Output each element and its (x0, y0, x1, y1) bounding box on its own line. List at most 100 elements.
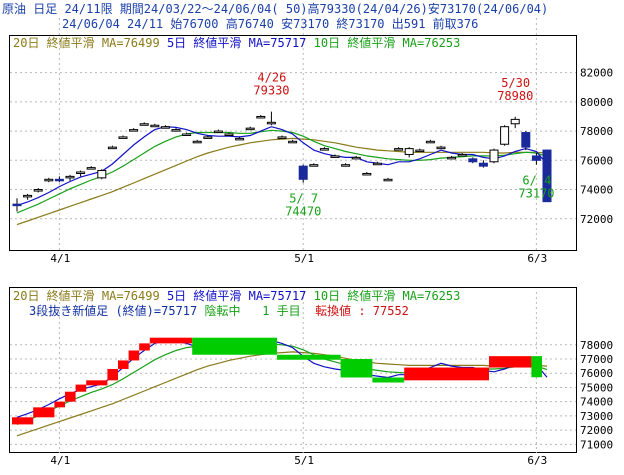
new-price-brick-up (489, 356, 532, 368)
candlestick-legend: 20日 終値平滑 MA=76499 5日 終値平滑 MA=75717 10日 終… (13, 37, 460, 50)
y-tick-label: 78000 (580, 125, 613, 138)
legend-ma5: 5日 終値平滑 MA=75717 (166, 36, 307, 50)
candle-up (76, 171, 86, 174)
kagi-reversal: 転換値 : 77552 (315, 304, 409, 318)
x-tick-label: 5/1 (294, 252, 314, 265)
y-tick-label: 74000 (580, 184, 613, 197)
candle-up (500, 126, 510, 145)
kagi-title: 3段抜き新値足 (終値)=75717 (29, 304, 198, 318)
candle-up (404, 148, 414, 155)
candle-up (510, 118, 520, 125)
candle-up (383, 178, 393, 182)
candle-up (171, 129, 181, 132)
ma20-line (16, 137, 548, 226)
new-price-brick-down (277, 354, 341, 360)
y-tick-label: 75000 (580, 381, 613, 394)
new-price-brick-up (128, 350, 140, 361)
candle-up (266, 121, 276, 125)
new-price-brick-up (86, 380, 108, 386)
candle-up (182, 133, 192, 136)
annotation-date: 6/ 4 (522, 174, 551, 188)
new-price-legend: 20日 終値平滑 MA=76499 5日 終値平滑 MA=75717 10日 終… (13, 290, 460, 303)
kagi-status: 3段抜き新値足 (終値)=75717 陰転中 1 手目 転換値 : 77552 (29, 305, 409, 318)
new-price-brick-down (531, 356, 542, 378)
candle-up (203, 136, 213, 139)
new-price-brick-up (139, 343, 150, 351)
y-tick-label: 80000 (580, 96, 613, 109)
candle-up (160, 126, 170, 129)
candle-up (351, 156, 361, 160)
annotation-price: 74470 (285, 205, 321, 219)
candle-down (468, 158, 478, 163)
candle-up (65, 175, 75, 179)
candle-up (235, 137, 245, 141)
annotation-date: 5/ 7 (289, 192, 318, 206)
candle-up (425, 140, 435, 144)
candle-up (415, 149, 425, 153)
candle-down (531, 155, 541, 161)
ma20-line-lower (16, 351, 548, 437)
y-tick-label: 74000 (580, 396, 613, 409)
new-price-brick-up (12, 417, 34, 425)
candle-down (12, 203, 22, 207)
candle-up (330, 155, 340, 158)
new-price-brick-up (75, 384, 87, 392)
legend-ma5-2: 5日 終値平滑 MA=75717 (166, 289, 307, 303)
new-price-brick-down (340, 359, 373, 378)
candle-up (436, 146, 446, 150)
new-price-brick-up (107, 368, 118, 381)
candle-up (213, 130, 223, 134)
x-tick-label: 4/1 (50, 252, 70, 265)
new-price-brick-down (372, 377, 405, 383)
y-tick-label: 77000 (580, 353, 613, 366)
candle-up (118, 136, 128, 139)
candle-down (54, 178, 64, 182)
annotation-price: 78980 (497, 89, 533, 103)
candle-up (139, 123, 149, 126)
chart-header: 原油 日足 24/11限 期間24/03/22～24/06/04( 50)高79… (0, 0, 624, 34)
candle-up (319, 148, 329, 151)
new-price-brick-up (404, 367, 489, 381)
candle-up (23, 194, 33, 198)
new-price-brick-up (54, 401, 65, 408)
x-tick-label: 6/3 (527, 252, 547, 265)
candle-up (362, 172, 372, 176)
candle-down (298, 165, 308, 180)
candle-down (521, 132, 531, 148)
candle-up (33, 189, 43, 192)
annotation-price: 79330 (253, 84, 289, 98)
candle-up (97, 170, 107, 179)
candle-up (372, 162, 382, 166)
candle-up (457, 153, 467, 157)
candle-up (129, 129, 139, 132)
candle-down (478, 162, 488, 167)
legend-ma20-2: 20日 終値平滑 MA=76499 (13, 289, 160, 303)
candle-up (277, 136, 287, 139)
new-price-brick-up (118, 360, 129, 369)
x-tick-label: 6/3 (527, 454, 547, 467)
y-tick-label: 71000 (580, 438, 613, 451)
legend-ma10: 10日 終値平滑 MA=76253 (313, 36, 461, 50)
x-tick-label: 5/1 (294, 454, 314, 467)
y-tick-label: 72000 (580, 213, 613, 226)
legend-ma20: 20日 終値平滑 MA=76499 (13, 36, 160, 50)
candle-up (447, 156, 457, 160)
y-tick-label: 76000 (580, 154, 613, 167)
candle-down (542, 149, 552, 203)
kagi-count: 1 手目 (262, 304, 301, 318)
kagi-state: 陰転中 (204, 304, 241, 318)
candle-up (489, 149, 499, 163)
candle-up (288, 140, 298, 144)
candle-up (256, 115, 266, 119)
new-price-brick-up (33, 407, 55, 418)
x-tick-label: 4/1 (50, 454, 70, 467)
candle-up (192, 140, 202, 144)
new-price-brick-up (65, 391, 76, 402)
candle-up (150, 124, 160, 128)
annotation-date: 5/30 (501, 76, 530, 90)
annotation-date: 4/26 (257, 71, 286, 85)
new-price-brick-down (192, 337, 277, 355)
candle-up (309, 164, 319, 167)
candle-up (341, 164, 351, 167)
